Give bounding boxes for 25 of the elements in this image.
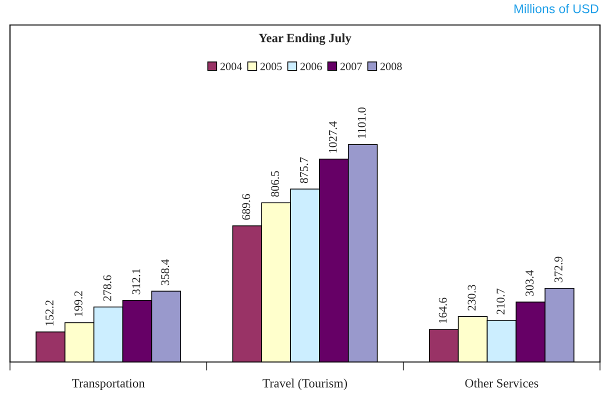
data-label: 278.6 [103,275,112,301]
data-label: 875.7 [300,157,308,184]
data-label: 199.2 [74,291,82,316]
data-label: 303.4 [526,270,534,296]
legend-label: 2004 [220,62,242,70]
data-label: 230.3 [468,284,476,310]
data-label: 164.6 [438,298,447,323]
data-label: 358.4 [161,259,170,286]
x-tick-label: Transportation [72,379,145,390]
data-label: 152.2 [46,300,54,326]
x-tick-label: Travel (Tourism) [262,378,348,390]
data-label: 689.6 [242,194,250,220]
legend-label: 2008 [380,62,402,70]
data-label: 1027.4 [328,121,337,153]
data-label: 806.5 [271,171,280,197]
data-label: 372.9 [554,256,562,282]
legend-label: 2007 [340,62,362,70]
data-label: 312.1 [132,268,140,294]
legend-label: 2006 [300,62,322,70]
legend-label: 2005 [260,62,282,70]
data-label: 1101.0 [358,107,366,138]
text: Millions of USD [514,4,598,14]
x-tick-label: Other Services [465,378,538,388]
data-label: 210.7 [496,288,505,314]
chart-title: Year Ending July [258,33,352,45]
